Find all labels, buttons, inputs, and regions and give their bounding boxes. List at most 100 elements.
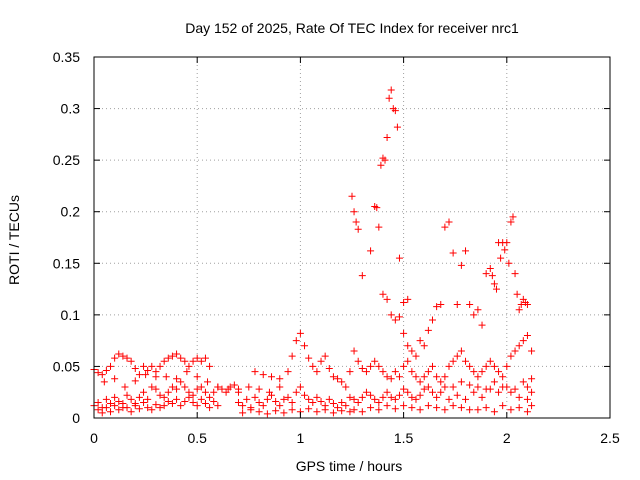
data-point xyxy=(350,347,358,355)
data-point xyxy=(94,369,102,377)
data-point xyxy=(391,316,399,324)
data-point xyxy=(379,290,387,298)
data-point xyxy=(111,375,119,383)
data-point xyxy=(424,368,432,376)
data-point xyxy=(255,399,263,407)
data-point xyxy=(350,395,358,403)
data-point xyxy=(507,218,515,226)
data-point xyxy=(466,362,474,370)
data-point xyxy=(441,223,449,231)
data-point xyxy=(218,385,226,393)
data-point xyxy=(362,368,370,376)
data-point xyxy=(173,350,181,358)
data-point xyxy=(296,329,304,337)
data-point xyxy=(379,393,387,401)
data-point xyxy=(131,377,139,385)
data-point xyxy=(519,378,527,386)
data-point xyxy=(523,331,531,339)
data-point xyxy=(404,295,412,303)
data-point xyxy=(441,373,449,381)
data-point xyxy=(338,378,346,386)
data-point xyxy=(193,354,201,362)
data-point xyxy=(210,388,218,396)
data-point xyxy=(445,218,453,226)
y-tick-label: 0.15 xyxy=(53,255,80,271)
data-point xyxy=(98,371,106,379)
data-point xyxy=(379,368,387,376)
data-point xyxy=(193,385,201,393)
data-point xyxy=(375,362,383,370)
data-point xyxy=(168,383,176,391)
data-point xyxy=(119,352,127,360)
data-point xyxy=(433,404,441,412)
data-point xyxy=(123,404,131,412)
data-point xyxy=(400,298,408,306)
data-point xyxy=(383,373,391,381)
data-point xyxy=(230,381,238,389)
data-point xyxy=(511,347,519,355)
y-axis-label: ROTI / TECUs xyxy=(6,195,22,285)
data-point xyxy=(201,400,209,408)
data-point xyxy=(462,247,470,255)
data-point xyxy=(462,395,470,403)
data-point xyxy=(387,375,395,383)
data-point xyxy=(243,395,251,403)
data-point xyxy=(100,378,108,386)
data-point xyxy=(329,400,337,408)
data-point xyxy=(470,388,478,396)
data-point xyxy=(276,375,284,383)
data-point xyxy=(501,246,509,254)
data-point xyxy=(528,402,536,410)
data-point xyxy=(478,368,486,376)
data-point xyxy=(428,388,436,396)
data-point xyxy=(492,285,500,293)
data-point xyxy=(309,399,317,407)
data-point xyxy=(445,395,453,403)
data-point xyxy=(185,393,193,401)
data-point xyxy=(115,350,123,358)
y-tick-label: 0.25 xyxy=(53,152,80,168)
data-point xyxy=(148,406,156,414)
data-point xyxy=(416,406,424,414)
data-point xyxy=(280,395,288,403)
chart-title: Day 152 of 2025, Rate Of TEC Index for r… xyxy=(185,20,519,36)
data-points xyxy=(90,86,536,418)
data-point xyxy=(354,357,362,365)
data-point xyxy=(499,373,507,381)
data-point xyxy=(375,406,383,414)
data-point xyxy=(239,409,247,417)
data-point xyxy=(234,399,242,407)
data-point xyxy=(400,385,408,393)
data-point xyxy=(453,301,461,309)
data-point xyxy=(404,342,412,350)
data-point xyxy=(404,388,412,396)
data-point xyxy=(428,316,436,324)
data-point xyxy=(404,357,412,365)
data-point xyxy=(148,362,156,370)
data-point xyxy=(224,385,232,393)
data-point xyxy=(507,352,515,360)
plot-frame xyxy=(93,56,611,419)
data-point xyxy=(375,223,383,231)
data-point xyxy=(499,383,507,391)
data-point xyxy=(457,347,465,355)
data-point xyxy=(383,295,391,303)
data-point xyxy=(135,405,143,413)
data-point xyxy=(393,123,401,131)
data-point xyxy=(164,354,172,362)
data-point xyxy=(183,368,191,376)
data-point xyxy=(420,385,428,393)
x-axis-label: GPS time / hours xyxy=(296,458,403,474)
data-point xyxy=(488,272,496,280)
data-point xyxy=(121,383,129,391)
data-point xyxy=(474,306,482,314)
data-point xyxy=(334,375,342,383)
data-point xyxy=(354,225,362,233)
data-point xyxy=(391,368,399,376)
data-point xyxy=(424,383,432,391)
data-point xyxy=(234,388,242,396)
data-point xyxy=(201,388,209,396)
data-point xyxy=(115,397,123,405)
data-point xyxy=(383,133,391,141)
